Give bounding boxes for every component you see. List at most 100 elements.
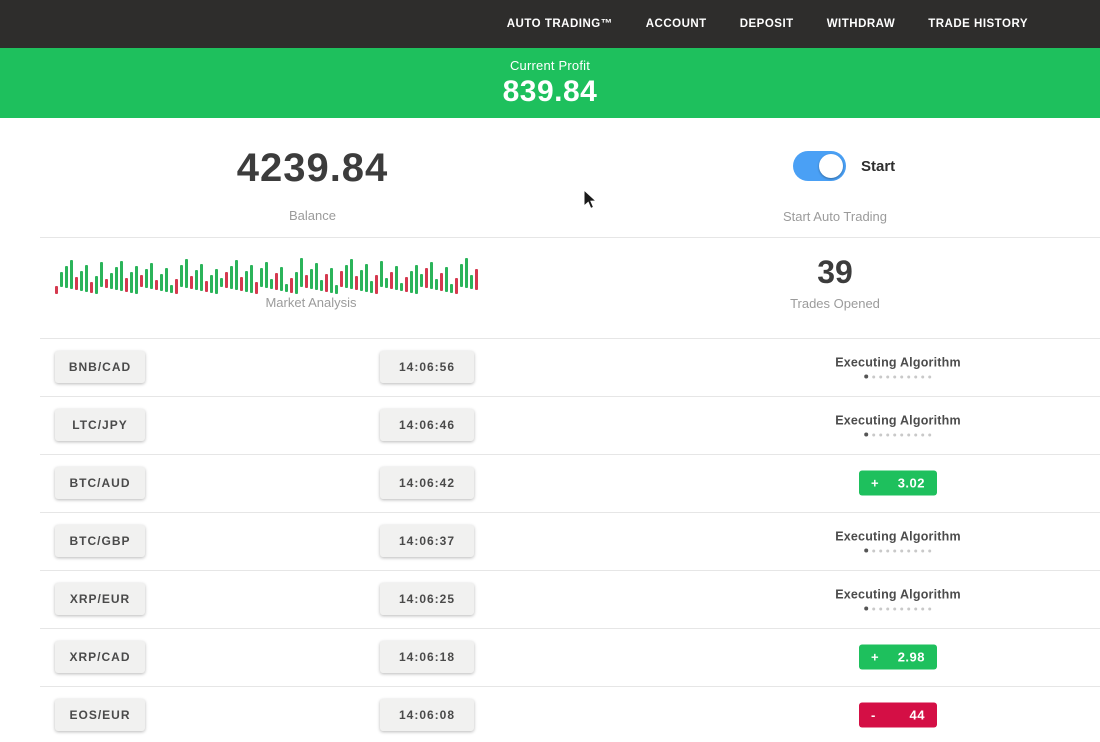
market-bar — [210, 275, 213, 293]
market-bar — [405, 277, 408, 292]
executing-label: Executing Algorithm — [835, 587, 961, 602]
market-bar — [160, 274, 163, 291]
market-bar — [330, 268, 333, 293]
market-bar — [295, 272, 298, 294]
pair-badge: BTC/GBP — [55, 525, 145, 557]
market-bar — [290, 278, 293, 293]
market-bar — [80, 271, 83, 291]
trade-status: Executing Algorithm — [835, 414, 961, 437]
market-bar — [200, 264, 203, 291]
pair-badge: EOS/EUR — [55, 699, 145, 731]
nav-item-withdraw[interactable]: WITHDRAW — [826, 18, 896, 30]
market-bar — [440, 273, 443, 291]
market-bar — [65, 266, 68, 288]
market-bar — [220, 278, 223, 287]
market-bar — [230, 266, 233, 289]
executing-label: Executing Algorithm — [835, 413, 961, 428]
market-bar — [265, 262, 268, 288]
executing-label: Executing Algorithm — [835, 355, 961, 370]
market-bar — [435, 279, 438, 290]
toggle-knob — [819, 154, 843, 178]
trades-list: BNB/CAD 14:06:56 Executing Algorithm LTC… — [0, 338, 1100, 742]
market-bar — [285, 284, 288, 292]
market-bar — [165, 268, 168, 292]
section-divider-1 — [40, 237, 1100, 238]
market-bar — [305, 275, 308, 288]
market-bar — [450, 284, 453, 293]
progress-dots — [835, 432, 961, 437]
current-profit-value: 839.84 — [502, 75, 598, 108]
market-bar — [155, 280, 158, 290]
time-badge: 14:06:25 — [380, 583, 474, 615]
trade-status: Executing Algorithm — [835, 356, 961, 379]
market-bar — [470, 275, 473, 289]
market-bar — [100, 262, 103, 287]
market-bar — [415, 265, 418, 294]
market-bar — [320, 280, 323, 291]
market-analysis-chart — [55, 256, 567, 294]
market-bar — [395, 266, 398, 290]
market-bar — [170, 285, 173, 293]
market-bar — [460, 264, 463, 287]
market-bar — [365, 264, 368, 292]
market-bar — [235, 260, 238, 290]
current-profit-banner: Current Profit 839.84 — [0, 48, 1100, 118]
trade-row: BTC/AUD 14:06:42 +3.02 — [0, 454, 1100, 512]
market-bar — [325, 274, 328, 292]
market-bar — [215, 269, 218, 294]
market-bar — [335, 285, 338, 294]
nav-item-account[interactable]: ACCOUNT — [645, 18, 707, 30]
loss-badge: -44 — [859, 702, 937, 728]
market-bar — [110, 273, 113, 289]
market-bar — [430, 262, 433, 289]
market-bar — [225, 272, 228, 288]
profit-badge: +3.02 — [859, 470, 937, 496]
trade-row: XRP/CAD 14:06:18 +2.98 — [0, 628, 1100, 686]
trade-status: +3.02 — [859, 470, 937, 496]
progress-dots — [835, 606, 961, 611]
pair-badge: LTC/JPY — [55, 409, 145, 441]
time-badge: 14:06:46 — [380, 409, 474, 441]
market-bar — [410, 271, 413, 293]
time-badge: 14:06:42 — [380, 467, 474, 499]
toggle-label: Start — [861, 157, 896, 175]
current-profit-label: Current Profit — [509, 58, 591, 73]
market-bar — [280, 267, 283, 291]
market-bar — [355, 276, 358, 290]
nav-item-auto-trading[interactable]: AUTO TRADING™ — [506, 18, 613, 30]
market-bar — [465, 258, 468, 288]
trade-row: BTC/GBP 14:06:37 Executing Algorithm — [0, 512, 1100, 570]
time-badge: 14:06:37 — [380, 525, 474, 557]
progress-dots — [835, 548, 961, 553]
market-bar — [195, 270, 198, 290]
trade-row: XRP/EUR 14:06:25 Executing Algorithm — [0, 570, 1100, 628]
time-badge: 14:06:08 — [380, 699, 474, 731]
market-bar — [380, 261, 383, 287]
toggle-caption: Start Auto Trading — [782, 209, 888, 224]
profit-badge: +2.98 — [859, 644, 937, 670]
pair-badge: XRP/EUR — [55, 583, 145, 615]
trade-row: EOS/EUR 14:06:08 -44 — [0, 686, 1100, 742]
trades-opened-label: Trades Opened — [790, 296, 880, 311]
market-bar — [205, 281, 208, 292]
pair-badge: BNB/CAD — [55, 351, 145, 383]
market-bar — [70, 260, 73, 289]
market-bar — [250, 265, 253, 293]
market-bar — [425, 268, 428, 288]
market-bar — [60, 272, 63, 287]
progress-dots — [835, 374, 961, 379]
nav-item-trade-history[interactable]: TRADE HISTORY — [928, 18, 1028, 30]
trade-status: Executing Algorithm — [835, 588, 961, 611]
market-bar — [360, 270, 363, 291]
market-bar — [255, 282, 258, 294]
nav-item-deposit[interactable]: DEPOSIT — [739, 18, 794, 30]
trade-row: LTC/JPY 14:06:46 Executing Algorithm — [0, 396, 1100, 454]
market-bar — [75, 277, 78, 290]
trade-row: BNB/CAD 14:06:56 Executing Algorithm — [0, 338, 1100, 396]
market-bar — [145, 269, 148, 288]
time-badge: 14:06:56 — [380, 351, 474, 383]
market-bar — [350, 259, 353, 289]
market-bar — [135, 266, 138, 294]
auto-trading-toggle[interactable] — [793, 151, 846, 181]
trades-opened-count: 39 — [817, 254, 853, 290]
